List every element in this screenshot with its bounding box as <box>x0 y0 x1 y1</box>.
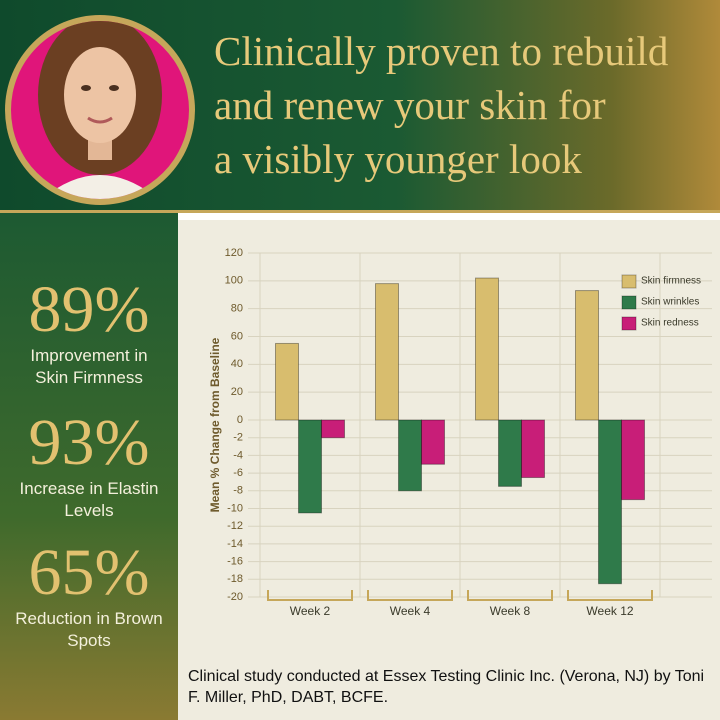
bar <box>498 419 522 487</box>
stat: 93% Increase in Elastin Levels <box>0 408 178 522</box>
stat-value: 89% <box>28 273 150 346</box>
stat-label: Improvement in Skin Firmness <box>30 346 148 387</box>
y-tick-label: 0 <box>237 414 243 426</box>
x-tick-label: Week 4 <box>390 604 431 618</box>
y-tick-label: -2 <box>233 432 243 444</box>
stat-label: Reduction in Brown Spots <box>15 609 163 650</box>
y-tick-label: -20 <box>227 591 243 603</box>
legend-swatch <box>621 274 637 289</box>
y-tick-label: -6 <box>233 467 243 479</box>
bar <box>598 419 622 585</box>
bar <box>321 419 345 439</box>
x-tick-label: Week 2 <box>290 604 331 618</box>
y-tick-label: 20 <box>231 386 243 398</box>
y-tick-label: -14 <box>227 538 243 550</box>
title: Clinically proven to rebuild and renew y… <box>214 24 668 186</box>
y-tick-label: 80 <box>231 303 243 315</box>
y-axis-label: Mean % Change from Baseline <box>208 337 222 512</box>
category-bracket <box>267 590 353 601</box>
y-tick-label: -18 <box>227 573 243 585</box>
y-tick-label: 120 <box>225 247 243 259</box>
category-bracket <box>567 590 653 601</box>
stats-panel: 89% Improvement in Skin Firmness 93% Incre… <box>0 213 178 720</box>
bar <box>521 419 545 479</box>
bar <box>298 419 322 514</box>
bar <box>575 290 599 421</box>
legend-swatch <box>621 316 637 331</box>
bar <box>398 419 422 492</box>
title-line: and renew your skin for <box>214 82 606 128</box>
title-line: Clinically proven to rebuild <box>214 28 669 74</box>
x-tick-label: Week 12 <box>586 604 633 618</box>
stat-label: Increase in Elastin Levels <box>19 479 159 520</box>
legend-swatch <box>621 295 637 310</box>
category-bracket <box>467 590 553 601</box>
bar <box>621 419 645 501</box>
category-bracket <box>367 590 453 601</box>
bar <box>275 342 299 421</box>
bar <box>375 283 399 421</box>
title-line: a visibly younger look <box>214 136 582 182</box>
bar <box>421 419 445 465</box>
y-tick-label: -12 <box>227 520 243 532</box>
y-tick-label: 40 <box>231 358 243 370</box>
portrait <box>5 15 195 205</box>
y-tick-label: 100 <box>225 275 243 287</box>
header: Clinically proven to rebuild and renew y… <box>0 0 720 213</box>
stat: 89% Improvement in Skin Firmness <box>0 275 178 389</box>
bar <box>475 277 499 421</box>
legend-label: Skin firmness <box>641 276 701 287</box>
y-tick-label: -10 <box>227 502 243 514</box>
stat: 65% Reduction in Brown Spots <box>0 538 178 652</box>
stat-value: 93% <box>28 406 150 479</box>
y-tick-label: 60 <box>231 330 243 342</box>
legend-label: Skin redness <box>641 318 699 329</box>
stat-value: 65% <box>28 536 150 609</box>
x-tick-label: Week 8 <box>490 604 531 618</box>
footnote: Clinical study conducted at Essex Testin… <box>188 668 705 706</box>
legend-label: Skin wrinkles <box>641 297 699 308</box>
y-tick-label: -16 <box>227 556 243 568</box>
y-tick-label: -8 <box>233 485 243 497</box>
y-tick-label: -4 <box>233 449 243 461</box>
